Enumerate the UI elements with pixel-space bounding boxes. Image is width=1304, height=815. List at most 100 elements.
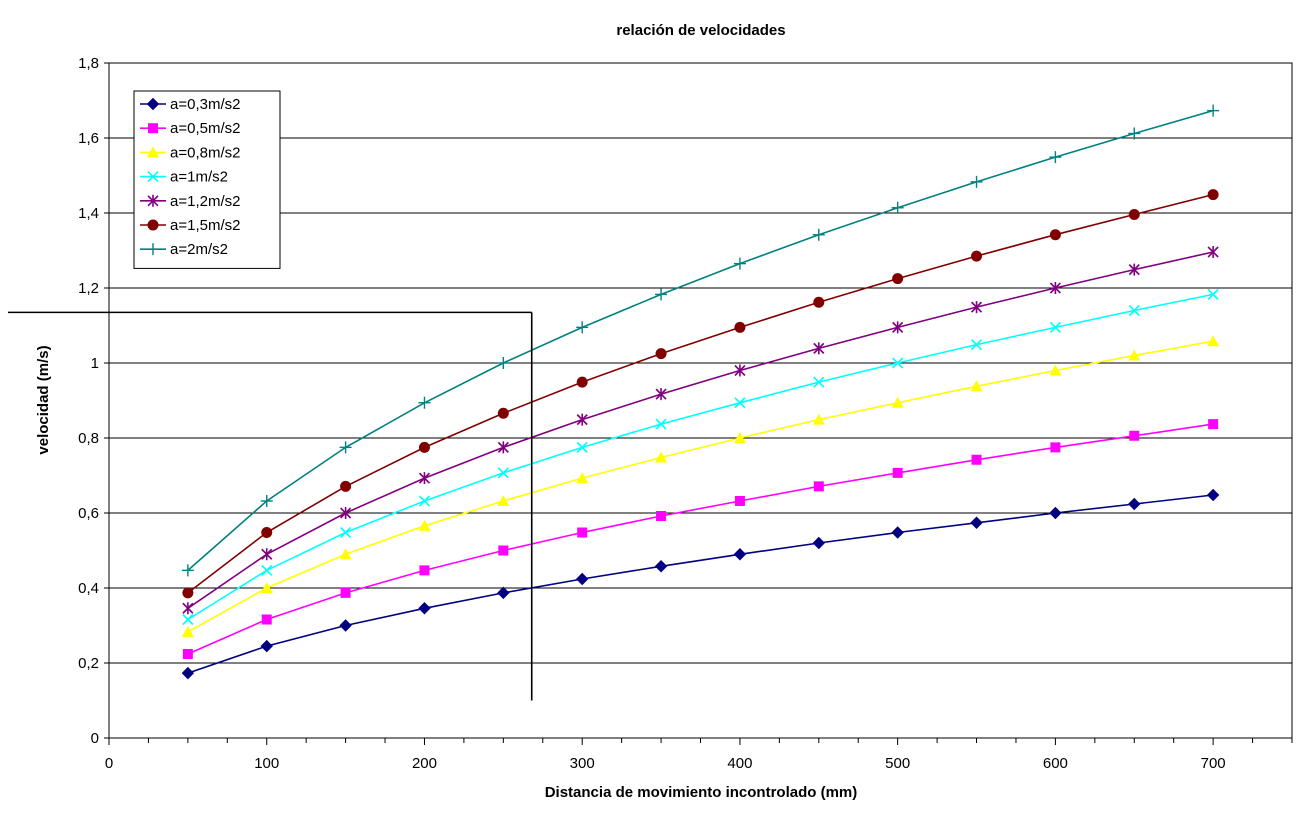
marker-triangle <box>655 451 668 463</box>
marker-diamond <box>181 666 195 680</box>
data-point <box>892 321 904 334</box>
marker-square <box>148 123 158 134</box>
legend-item: a=1m/s2 <box>140 169 228 186</box>
series-layer <box>181 104 1220 680</box>
data-point <box>1207 189 1219 201</box>
marker-circle <box>1207 189 1219 201</box>
data-point <box>261 527 273 538</box>
data-point <box>970 175 983 188</box>
marker-square <box>813 481 824 492</box>
data-point <box>655 451 668 463</box>
marker-circle <box>182 587 194 599</box>
data-point <box>261 548 273 561</box>
y-axis-label: velocidad (m/s) <box>35 345 52 454</box>
data-point <box>734 496 745 506</box>
series <box>182 419 1219 659</box>
data-point <box>147 243 159 256</box>
grid-layer <box>109 62 1292 664</box>
data-point <box>1050 442 1061 453</box>
marker-diamond <box>1206 488 1220 502</box>
data-point <box>970 301 983 314</box>
marker-x-stroke <box>418 495 431 507</box>
marker-triangle <box>260 582 273 593</box>
legend-item: a=0,3m/s2 <box>140 96 240 113</box>
marker-circle <box>340 480 352 492</box>
data-point <box>577 527 588 538</box>
marker-triangle <box>147 146 159 158</box>
data-point <box>1207 104 1220 117</box>
data-point <box>497 441 509 454</box>
marker-square <box>261 614 272 625</box>
data-point <box>497 357 510 369</box>
data-point <box>260 639 273 653</box>
marker-triangle <box>339 548 352 560</box>
data-point <box>655 418 667 430</box>
marker-circle <box>1049 229 1061 241</box>
marker-x-stroke <box>970 339 983 351</box>
data-point <box>147 194 159 207</box>
marker-diamond <box>970 516 983 529</box>
y-tick-label: 0,8 <box>78 430 99 447</box>
data-point <box>497 586 510 600</box>
marker-square <box>971 454 982 465</box>
marker-diamond <box>497 586 510 600</box>
data-point <box>655 288 668 301</box>
marker-circle <box>147 219 159 231</box>
chart-title: relación de velocidades <box>616 22 785 39</box>
marker-circle <box>497 407 509 419</box>
data-point <box>1128 209 1140 220</box>
data-point <box>339 619 352 632</box>
series <box>182 189 1219 599</box>
marker-square <box>419 565 430 576</box>
data-point <box>1049 282 1061 294</box>
series <box>181 335 1220 637</box>
marker-x-stroke <box>1128 304 1140 317</box>
data-point <box>260 582 273 593</box>
data-point <box>497 407 509 419</box>
data-point <box>260 495 273 507</box>
data-point <box>340 526 352 539</box>
x-tick-label: 400 <box>727 755 752 772</box>
series <box>181 488 1220 680</box>
y-tick-label: 1 <box>91 355 99 372</box>
marker-triangle <box>891 396 904 408</box>
marker-square <box>1050 442 1061 453</box>
data-point <box>339 441 352 454</box>
data-point <box>1207 246 1219 258</box>
data-point <box>1128 497 1141 511</box>
marker-x-stroke <box>813 376 825 388</box>
marker-diamond <box>733 548 747 561</box>
series-line <box>187 193 1214 594</box>
data-point <box>182 587 194 599</box>
marker-x-stroke <box>734 397 746 409</box>
marker-x-stroke <box>1207 288 1219 300</box>
plot-area-border <box>108 62 1293 739</box>
marker-x-stroke <box>1049 321 1061 333</box>
data-point <box>1049 506 1062 520</box>
marker-square <box>182 649 193 659</box>
data-point <box>733 257 746 270</box>
data-point <box>655 348 667 360</box>
data-point <box>812 536 826 550</box>
data-point <box>576 413 588 426</box>
data-point <box>1208 419 1219 430</box>
marker-triangle <box>418 519 431 531</box>
data-point <box>147 171 159 183</box>
x-tick-label: 500 <box>885 755 910 772</box>
data-point <box>1128 304 1140 317</box>
legend-label: a=0,3m/s2 <box>170 96 240 113</box>
data-point <box>418 519 431 531</box>
legend-item: a=0,8m/s2 <box>140 144 240 161</box>
legend-item: a=2m/s2 <box>140 241 228 258</box>
data-point <box>261 614 272 625</box>
data-point <box>812 228 825 241</box>
x-axis-label: Distancia de movimiento incontrolado (mm… <box>545 784 858 801</box>
marker-diamond <box>654 560 668 573</box>
data-point <box>970 339 983 351</box>
y-tick-label: 0,2 <box>78 655 99 672</box>
y-tick-label: 1,8 <box>78 55 99 72</box>
marker-triangle <box>497 495 510 506</box>
data-point <box>147 146 159 158</box>
data-point <box>261 564 273 576</box>
series-line <box>187 340 1214 633</box>
